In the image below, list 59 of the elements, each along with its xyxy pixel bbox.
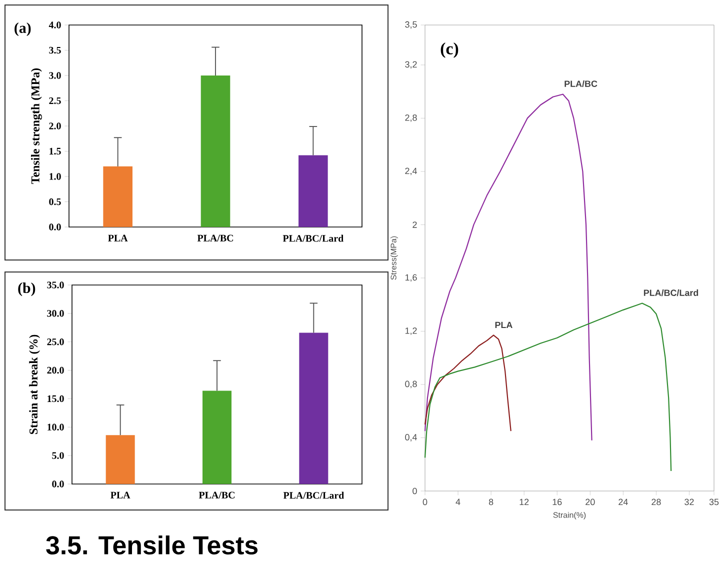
x-tick-label: PLA bbox=[108, 234, 128, 242]
x-tick-label: 32 bbox=[684, 498, 694, 506]
y-tick-label: 3,2 bbox=[405, 61, 417, 69]
y-tick-label: 0.0 bbox=[49, 224, 61, 230]
bar bbox=[106, 435, 135, 484]
x-tick-label: PLA/BC/Lard bbox=[283, 492, 344, 499]
y-tick-label: 1,2 bbox=[405, 328, 417, 335]
y-tick-label: 5.0 bbox=[52, 452, 64, 459]
bar bbox=[103, 166, 132, 227]
y-tick-label: 2,8 bbox=[405, 114, 417, 122]
line-series bbox=[424, 94, 592, 441]
line-series bbox=[424, 334, 512, 432]
y-tick-label: 10.0 bbox=[48, 424, 64, 431]
x-tick-label: PLA/BC bbox=[197, 234, 234, 242]
y-tick-label: 2,4 bbox=[405, 168, 417, 176]
y-tick-label: 15.0 bbox=[48, 395, 64, 402]
x-tick-label: PLA bbox=[110, 492, 130, 498]
y-axis-title: Strain at break (%) bbox=[29, 334, 40, 434]
y-tick-label: 2 bbox=[412, 222, 417, 228]
text: (b) bbox=[18, 282, 36, 296]
y-tick-label: 4.0 bbox=[48, 22, 61, 28]
y-tick-label: 1.5 bbox=[50, 148, 61, 155]
y-tick-label: 2.5 bbox=[49, 97, 61, 104]
y-axis-title: Tensile strength (MPa) bbox=[31, 68, 42, 184]
annotation: (c) bbox=[440, 42, 458, 58]
series-label: PLA bbox=[495, 322, 512, 328]
x-tick-label: PLA/BC/Lard bbox=[282, 234, 344, 242]
bar bbox=[298, 155, 328, 227]
y-tick-label: 3.5 bbox=[49, 46, 61, 54]
y-tick-label: 2.0 bbox=[49, 122, 61, 130]
series-label: PLA/BC/Lard bbox=[644, 289, 698, 296]
bar bbox=[299, 332, 328, 484]
y-tick-label: 0.5 bbox=[49, 198, 61, 206]
x-tick-label: 0 bbox=[422, 498, 428, 506]
x-tick-label: 12 bbox=[520, 498, 529, 506]
bar bbox=[200, 75, 230, 227]
y-tick-label: 30.0 bbox=[47, 310, 64, 317]
y-tick-label: 25.0 bbox=[47, 338, 64, 346]
x-tick-label: PLA/BC bbox=[198, 492, 235, 498]
bar bbox=[202, 390, 232, 484]
y-tick-label: 20.0 bbox=[47, 366, 64, 374]
text: (a) bbox=[14, 22, 31, 36]
x-tick-label: 16 bbox=[552, 498, 562, 506]
y-tick-label: 0,8 bbox=[405, 380, 417, 388]
x-tick-label: 20 bbox=[586, 498, 595, 506]
text: 3.5. Tensile Tests bbox=[46, 535, 258, 555]
x-tick-label: 4 bbox=[456, 498, 460, 505]
y-tick-label: 0.0 bbox=[52, 480, 64, 488]
y-tick-label: 35.0 bbox=[47, 282, 64, 288]
y-tick-label: 1.0 bbox=[50, 173, 61, 180]
series-label: PLA/BC bbox=[564, 80, 598, 88]
x-tick-label: 35 bbox=[709, 498, 719, 506]
x-tick-label: 8 bbox=[488, 498, 494, 506]
y-tick-label: 0,4 bbox=[405, 434, 417, 442]
y-tick-label: 1,6 bbox=[405, 274, 417, 282]
x-tick-label: 28 bbox=[652, 498, 661, 506]
x-tick-label: 24 bbox=[618, 498, 628, 506]
y-tick-label: 3,5 bbox=[405, 21, 417, 29]
y-tick-label: 3.0 bbox=[49, 72, 61, 79]
